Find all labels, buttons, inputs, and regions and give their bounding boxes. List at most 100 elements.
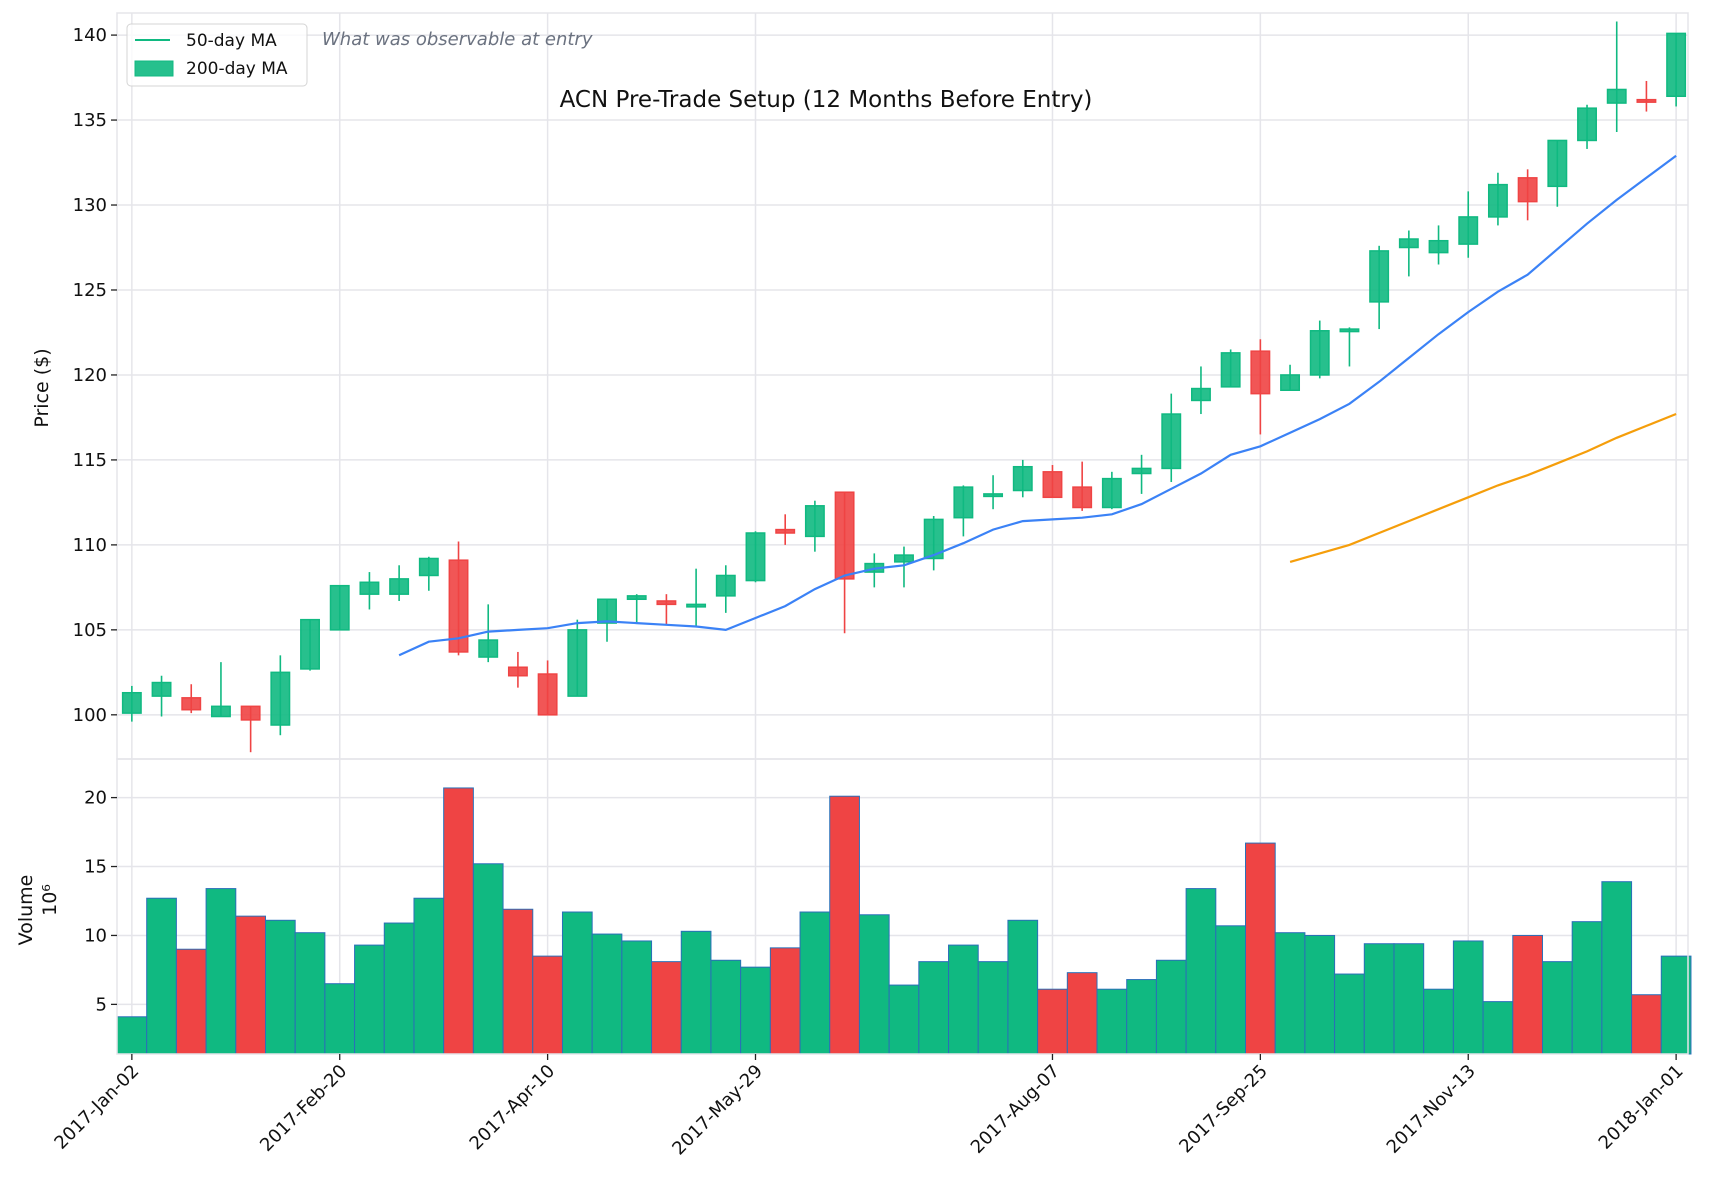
price-tick-label: 130 — [73, 195, 107, 216]
candle-body — [1220, 352, 1241, 388]
volume-bars — [116, 787, 1692, 1055]
volume-bar — [1155, 959, 1187, 1055]
annotation: What was observable at entry — [322, 29, 593, 50]
volume-bar — [1215, 925, 1247, 1055]
candle-body — [1517, 177, 1538, 203]
volume-bar — [769, 947, 801, 1055]
candle-body — [1458, 216, 1479, 245]
candle-body — [389, 578, 410, 595]
candle-body — [300, 618, 320, 670]
price-panel-frame — [116, 12, 1689, 760]
candle-body — [270, 671, 291, 726]
price-tick-label: 105 — [73, 620, 107, 641]
x-tick-label: 2017-Jan-02 — [50, 1061, 143, 1154]
candle-body — [834, 491, 855, 580]
candle-body — [1666, 32, 1687, 98]
volume-bar — [1096, 988, 1128, 1055]
volume-tick-label: 10 — [84, 925, 107, 946]
candle-body — [507, 666, 528, 677]
volume-bar — [1452, 940, 1484, 1055]
volume-axis-label: Volume — [15, 875, 37, 946]
volume-bar — [621, 940, 653, 1055]
volume-bar — [116, 1016, 148, 1055]
volume-bar — [175, 948, 207, 1055]
candle-body — [1101, 477, 1122, 509]
volume-bar — [1571, 921, 1603, 1055]
candle-body — [923, 518, 944, 560]
x-tick-label: 2017-Apr-10 — [466, 1061, 560, 1155]
volume-bar — [1601, 881, 1633, 1055]
volume-bar — [413, 897, 445, 1055]
candle-body — [121, 691, 142, 714]
candle-body — [1398, 238, 1419, 249]
candle-body — [1547, 139, 1568, 188]
volume-bar — [948, 944, 979, 1055]
volume-bar — [1274, 932, 1306, 1055]
candle-body — [1161, 413, 1182, 470]
volume-bar — [1245, 842, 1276, 1055]
x-tick-label: 2017-Aug-07 — [967, 1061, 1064, 1158]
x-tick-label: 2017-Feb-20 — [256, 1061, 351, 1156]
volume-bar — [1631, 994, 1662, 1055]
volume-bar — [829, 795, 860, 1055]
volume-bar — [1334, 973, 1365, 1055]
volume-bar — [205, 888, 237, 1055]
candle-body — [448, 559, 469, 653]
candle-body — [210, 705, 231, 718]
volume-bar — [1066, 972, 1098, 1055]
volume-bar — [977, 961, 1009, 1055]
legend: 50-day MA 200-day MA — [126, 23, 308, 87]
candle-body — [1042, 471, 1063, 499]
candle-body — [775, 528, 796, 534]
volume-bar — [383, 922, 415, 1055]
candle-body — [1191, 387, 1211, 402]
volume-offset-label: 10⁶ — [39, 884, 61, 916]
legend-label-ma50: 50-day MA — [186, 31, 277, 51]
ma200-line — [1289, 412, 1677, 563]
volume-bar — [1007, 919, 1039, 1055]
candle-body — [478, 639, 499, 658]
candle-body — [597, 598, 617, 624]
candle-body — [240, 705, 261, 721]
candle-body — [745, 532, 766, 582]
candle-body — [1428, 239, 1449, 254]
candle-body — [1072, 486, 1093, 509]
candle-body — [953, 486, 974, 519]
volume-bar — [1423, 988, 1454, 1055]
candle-body — [1577, 107, 1597, 142]
volume-bar — [354, 944, 385, 1055]
price-axis-label: Price ($) — [31, 348, 53, 427]
candle-body — [418, 557, 439, 577]
volume-bar — [1363, 943, 1395, 1055]
volume-bar — [1541, 961, 1573, 1055]
volume-bar — [561, 911, 593, 1055]
volume-bar — [799, 911, 831, 1055]
volume-tick-label: 20 — [84, 788, 107, 809]
volume-bar — [294, 932, 326, 1055]
x-tick-label: 2017-Nov-13 — [1383, 1061, 1480, 1158]
price-tick-label: 135 — [73, 110, 107, 131]
candle-body — [1339, 328, 1360, 333]
candle-body — [894, 554, 914, 563]
volume-bar — [858, 914, 890, 1055]
volume-bar — [264, 919, 296, 1055]
x-tick-label: 2017-Sep-25 — [1175, 1061, 1272, 1158]
volume-bar — [591, 933, 623, 1055]
candle-body — [1012, 465, 1033, 492]
legend-marker-ma200 — [134, 60, 174, 77]
volume-bar — [1185, 888, 1217, 1055]
candle-body — [626, 595, 647, 601]
candle-body — [329, 584, 350, 631]
volume-bar — [1660, 955, 1692, 1055]
candle-body — [181, 697, 202, 711]
price-tick-label: 115 — [73, 450, 107, 471]
candle-body — [1369, 250, 1390, 303]
price-tick-label: 100 — [73, 705, 107, 726]
volume-panel-frame — [116, 758, 1689, 1055]
volume-bar — [1304, 934, 1336, 1055]
grid — [117, 13, 1688, 1054]
volume-tick-label: 15 — [84, 857, 107, 878]
volume-bar — [502, 908, 534, 1055]
x-tick-label: 2017-May-29 — [668, 1061, 767, 1160]
candle-body — [715, 574, 736, 597]
